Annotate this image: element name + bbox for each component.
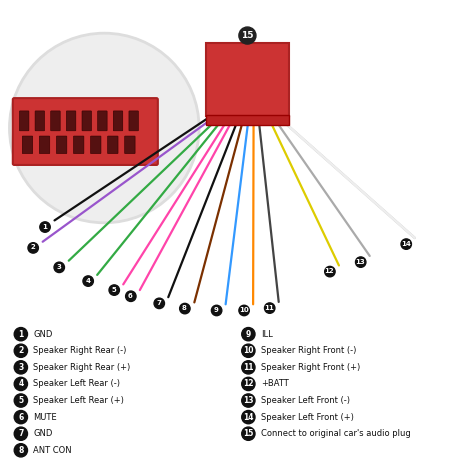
Text: 13: 13 [243,396,254,405]
Text: Speaker Right Front (-): Speaker Right Front (-) [261,346,356,355]
Circle shape [14,361,27,374]
Circle shape [154,298,164,309]
Text: ANT CON: ANT CON [33,446,72,455]
Text: 9: 9 [214,307,219,313]
FancyBboxPatch shape [73,136,84,154]
Text: Speaker Right Rear (-): Speaker Right Rear (-) [33,346,127,355]
Text: 11: 11 [243,363,254,372]
Circle shape [9,33,199,223]
Text: 14: 14 [243,413,254,421]
FancyBboxPatch shape [91,136,101,154]
Text: 13: 13 [356,259,365,264]
Circle shape [54,262,64,273]
Circle shape [239,305,249,316]
Text: 10: 10 [243,346,254,355]
Circle shape [14,344,27,357]
Text: 5: 5 [111,287,116,292]
Text: 8: 8 [18,446,24,455]
Text: 15: 15 [243,429,254,438]
Circle shape [180,303,190,314]
Text: 3: 3 [18,363,24,372]
Text: 15: 15 [241,31,254,40]
Text: GND: GND [33,429,53,438]
Circle shape [126,291,136,301]
Text: 10: 10 [239,307,248,313]
Text: Connect to original car's audio plug: Connect to original car's audio plug [261,429,410,438]
Circle shape [242,361,255,374]
FancyBboxPatch shape [22,136,33,154]
Circle shape [109,285,119,295]
Text: 12: 12 [243,380,254,388]
Circle shape [14,377,27,391]
Circle shape [325,266,335,277]
Text: Speaker Right Front (+): Speaker Right Front (+) [261,363,360,372]
Circle shape [14,394,27,407]
Text: 1: 1 [18,330,24,338]
Text: 1: 1 [42,224,47,229]
Text: 8: 8 [182,305,187,311]
FancyBboxPatch shape [19,111,29,131]
FancyBboxPatch shape [129,111,138,131]
Circle shape [40,222,50,232]
Text: 12: 12 [325,268,334,274]
FancyBboxPatch shape [113,111,123,131]
Text: 11: 11 [264,305,274,310]
Text: Speaker Left Rear (+): Speaker Left Rear (+) [33,396,124,405]
Text: 2: 2 [30,245,35,250]
Text: 7: 7 [156,300,161,306]
Text: MUTE: MUTE [33,413,57,421]
Circle shape [242,377,255,391]
Text: 14: 14 [401,241,410,246]
Circle shape [14,410,27,424]
Text: 4: 4 [85,278,90,283]
Text: Speaker Left Front (+): Speaker Left Front (+) [261,413,354,421]
FancyBboxPatch shape [35,111,45,131]
Circle shape [211,305,222,316]
Text: 5: 5 [18,396,23,405]
FancyBboxPatch shape [66,111,76,131]
Text: GND: GND [33,330,53,338]
Circle shape [264,303,275,313]
Circle shape [242,427,255,440]
FancyBboxPatch shape [51,111,60,131]
Circle shape [239,27,256,44]
Text: ILL: ILL [261,330,273,338]
Circle shape [28,243,38,253]
FancyBboxPatch shape [108,136,118,154]
Circle shape [242,328,255,341]
Circle shape [14,427,27,440]
FancyBboxPatch shape [98,111,107,131]
Text: Speaker Left Rear (-): Speaker Left Rear (-) [33,380,120,388]
FancyBboxPatch shape [206,115,289,125]
Circle shape [242,410,255,424]
Circle shape [14,328,27,341]
FancyBboxPatch shape [82,111,91,131]
Text: 2: 2 [18,346,24,355]
Text: 6: 6 [128,293,133,299]
Circle shape [401,239,411,249]
FancyBboxPatch shape [125,136,135,154]
FancyBboxPatch shape [13,98,158,165]
Text: 3: 3 [56,264,61,270]
Text: 7: 7 [18,429,24,438]
FancyBboxPatch shape [206,43,289,116]
Text: 9: 9 [246,330,251,338]
FancyBboxPatch shape [39,136,50,154]
Text: +BATT: +BATT [261,380,289,388]
Text: 4: 4 [18,380,24,388]
Circle shape [14,444,27,457]
FancyBboxPatch shape [56,136,67,154]
Text: 6: 6 [18,413,24,421]
Text: Speaker Right Rear (+): Speaker Right Rear (+) [33,363,130,372]
Text: Speaker Left Front (-): Speaker Left Front (-) [261,396,350,405]
Circle shape [242,394,255,407]
Circle shape [83,276,93,286]
Circle shape [356,257,366,267]
Circle shape [242,344,255,357]
